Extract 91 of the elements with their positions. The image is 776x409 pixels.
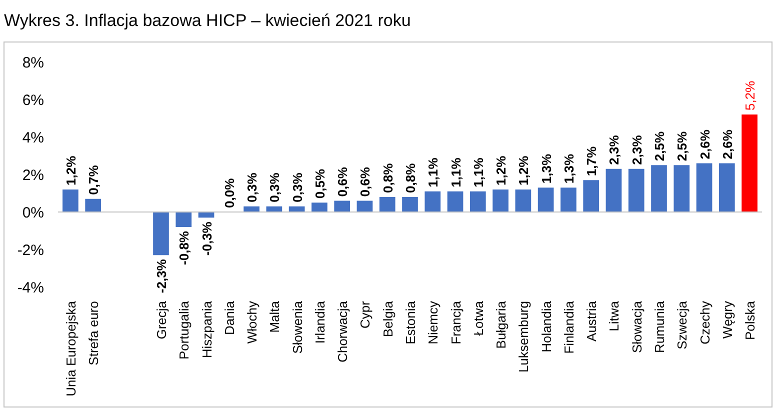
data-label: 2,3% — [629, 134, 644, 165]
bar — [356, 200, 373, 212]
bar — [424, 191, 441, 212]
x-tick-label: Niemcy — [426, 300, 441, 344]
data-label: 1,2% — [494, 155, 509, 186]
data-label: 0,7% — [86, 164, 102, 195]
y-tick-label: -2% — [17, 242, 44, 259]
data-label: -0,8% — [176, 230, 192, 265]
bar — [583, 180, 600, 212]
data-label: 1,2% — [63, 155, 78, 186]
bar — [492, 190, 508, 212]
x-tick-label: Litwa — [606, 300, 622, 332]
data-label: 1,1% — [426, 157, 441, 188]
x-tick-label: Luksemburg — [516, 301, 532, 373]
x-tick-label: Słowacja — [629, 300, 644, 354]
bar — [674, 165, 690, 212]
x-tick-label: Bułgaria — [494, 300, 509, 349]
data-label: 1,7% — [584, 146, 600, 176]
bar — [628, 168, 644, 212]
bar — [515, 190, 532, 212]
x-tick-label: Chorwacja — [335, 300, 350, 362]
x-tick-label: Finlandia — [561, 300, 576, 354]
bar — [379, 197, 396, 212]
bar — [312, 202, 328, 212]
y-tick-label: -4% — [17, 279, 44, 296]
bar — [538, 188, 554, 212]
bar — [606, 168, 622, 212]
x-tick-label: Malta — [267, 300, 282, 333]
y-tick-label: 6% — [22, 92, 44, 109]
bar — [560, 188, 576, 212]
bar — [334, 200, 350, 212]
x-tick-label: Unia Europejska — [63, 300, 78, 396]
bar — [718, 163, 735, 212]
data-label: 2,6% — [697, 129, 712, 160]
x-tick-label: Estonia — [403, 300, 418, 344]
x-tick-label: Cypr — [358, 300, 373, 328]
data-label: 0,8% — [380, 162, 396, 193]
data-label: 5,2% — [742, 80, 758, 110]
data-label: 0,3% — [267, 172, 282, 202]
x-tick-label: Belgia — [380, 300, 396, 338]
data-label: 0,5% — [312, 168, 328, 199]
data-label: 0,3% — [244, 172, 260, 202]
x-tick-label: Rumunia — [652, 300, 668, 354]
chart-title: Wykres 3. Inflacja bazowa HICP – kwiecień 2021 roku — [4, 11, 411, 30]
data-label: 1,3% — [561, 154, 576, 184]
x-tick-label: Holandia — [538, 300, 554, 352]
bar — [176, 212, 192, 227]
data-label: 0,8% — [403, 162, 418, 193]
x-tick-label: Grecja — [154, 300, 169, 340]
x-tick-label: Czechy — [697, 300, 712, 344]
y-tick-label: 8% — [22, 54, 44, 72]
data-label: 2,5% — [652, 131, 668, 162]
data-label: 1,1% — [470, 157, 486, 188]
bar — [651, 165, 667, 212]
bar — [470, 191, 486, 212]
x-tick-label: Szwecja — [674, 300, 690, 350]
y-tick-label: 4% — [22, 129, 44, 146]
x-tick-label: Austria — [584, 300, 600, 342]
bar — [447, 191, 464, 212]
data-label: 0,3% — [290, 172, 305, 202]
x-tick-label: Włochy — [244, 300, 260, 344]
bar — [244, 206, 260, 212]
bar — [62, 190, 78, 212]
data-label: 0,6% — [358, 166, 373, 197]
x-tick-label: Francja — [448, 300, 464, 344]
data-label: 0,6% — [335, 166, 350, 197]
data-label: 2,6% — [720, 129, 735, 160]
data-label: 2,5% — [674, 131, 690, 162]
bar — [696, 163, 712, 212]
y-tick-label: 0% — [22, 204, 44, 222]
x-tick-label: Węgry — [720, 300, 735, 339]
x-tick-label: Hiszpania — [199, 300, 214, 358]
bar — [402, 197, 418, 212]
x-tick-label: Łotwa — [470, 300, 486, 336]
x-tick-label: Dania — [222, 300, 237, 335]
data-label: 2,3% — [606, 134, 622, 165]
data-label: -2,3% — [154, 258, 169, 294]
data-label: 1,1% — [448, 157, 464, 188]
bar — [85, 198, 102, 212]
bar — [153, 212, 169, 256]
data-label: -0,3% — [199, 221, 214, 256]
data-label: 1,2% — [516, 155, 532, 186]
data-label: 0,0% — [222, 178, 237, 208]
x-tick-label: Portugalia — [176, 300, 192, 360]
x-tick-label: Strefa euro — [86, 301, 102, 366]
x-tick-label: Słowenia — [290, 300, 305, 354]
x-tick-label: Irlandia — [312, 300, 328, 344]
x-tick-label: Polska — [742, 300, 758, 340]
y-tick-label: 2% — [22, 166, 44, 184]
bar — [742, 114, 758, 212]
data-label: 1,3% — [538, 154, 554, 184]
